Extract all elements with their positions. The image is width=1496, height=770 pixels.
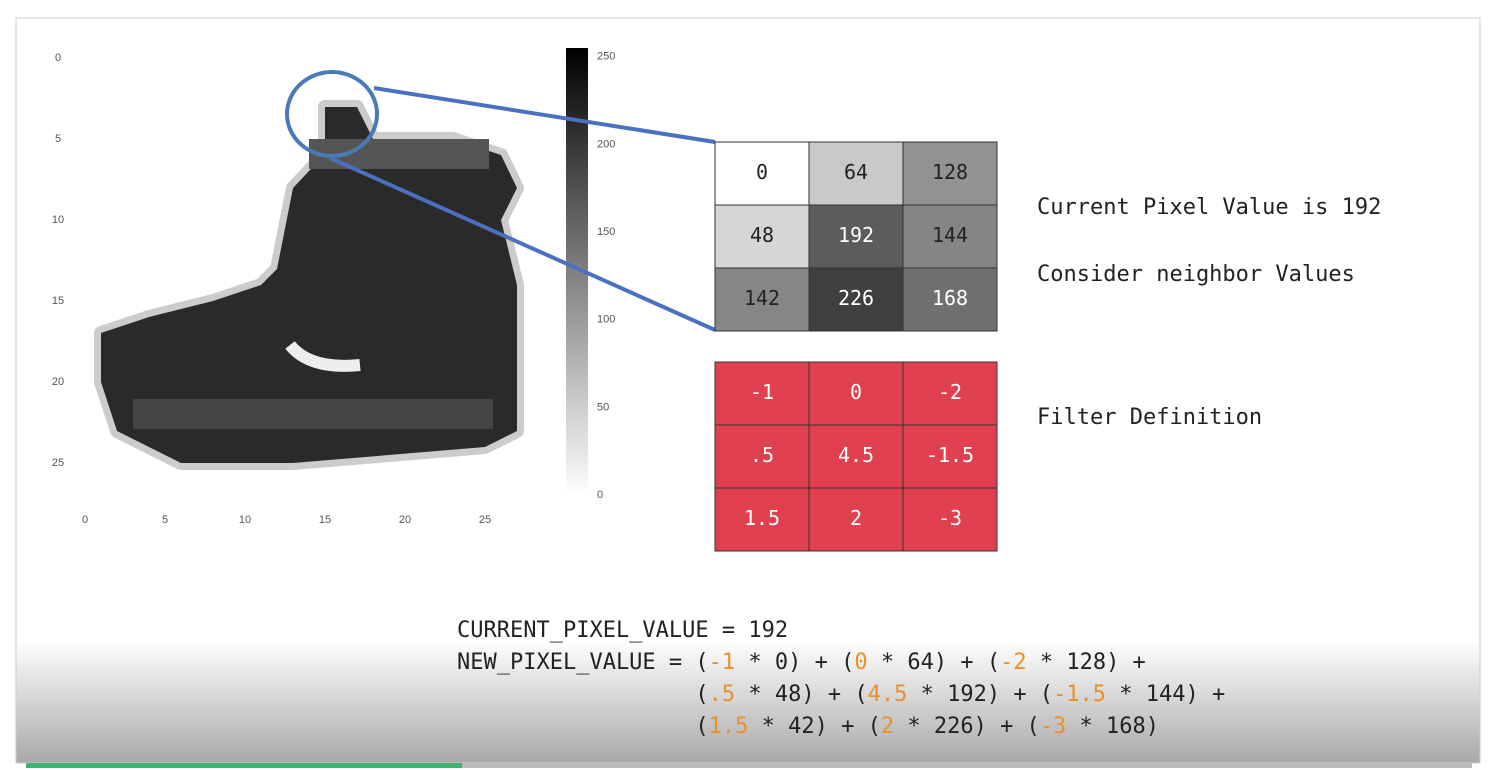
formula-text: CURRENT_PIXEL_VALUE = 192 [457,618,789,643]
y-tick-label: 0 [55,52,61,64]
filter-value: -1.5 [926,443,974,467]
formula-text: * 128) + [1026,650,1146,675]
neighbor-value: 0 [756,160,768,184]
progress-rest [462,763,1472,768]
coefficient: 4.5 [867,682,908,707]
formula-line: CURRENT_PIXEL_VALUE = 192 [457,615,1225,647]
neighbor-cell [808,267,904,332]
formula-text: * 42) + ( [748,714,881,739]
neighbor-value: 48 [750,223,774,247]
coefficient: 2 [880,714,895,739]
coefficient: 1.5 [708,714,749,739]
formula: CURRENT_PIXEL_VALUE = 192 NEW_PIXEL_VALUE… [457,615,1225,743]
filter-cell [714,487,810,552]
formula-text: ( [695,682,709,707]
y-tick-label: 15 [52,295,64,307]
filter-value: -2 [938,380,962,404]
filter-value: .5 [750,443,774,467]
formula-text: ( [695,714,709,739]
note: Consider neighbor Values [1037,262,1355,287]
x-tick-label: 20 [399,514,411,526]
x-tick-label: 15 [319,514,331,526]
neighbor-cell [902,267,998,332]
formula-line: (1.5 * 42) + (2 * 226) + (-3 * 168) [457,711,1225,743]
formula-line: NEW_PIXEL_VALUE = (-1 * 0) + (0 * 64) + … [457,647,1225,679]
neighbor-cell [902,204,998,269]
formula-text: NEW_PIXEL_VALUE = ( [457,650,709,675]
colorbar [566,48,588,495]
boot-sole [133,399,493,429]
neighbor-cell [808,141,904,206]
neighbor-value: 144 [932,223,968,247]
neighbor-cell [714,204,810,269]
zoom-line [329,156,716,332]
x-tick-label: 5 [162,514,168,526]
formula-text: * 48) + ( [735,682,868,707]
colorbar-tick-label: 50 [597,401,609,413]
filter-value: 0 [850,380,862,404]
formula-text: * 144) + [1106,682,1226,707]
neighbor-value: 64 [844,160,868,184]
filter-cell [808,487,904,552]
x-tick-label: 25 [479,514,491,526]
filter-cell [714,361,810,426]
filter-cell [902,424,998,489]
y-tick-label: 20 [52,376,64,388]
coefficient: -2 [1000,650,1027,675]
neighbor-cell [902,141,998,206]
neighbor-value: 168 [932,286,968,310]
progress-played [26,763,462,768]
coefficient: 0 [854,650,868,675]
boot-highlight [285,340,361,372]
y-tick-label: 5 [55,133,61,145]
formula-line: (.5 * 48) + (4.5 * 192) + (-1.5 * 144) + [457,679,1225,711]
formula-text: * 168) [1066,714,1160,739]
neighbor-value: 128 [932,160,968,184]
x-tick-label: 0 [82,514,88,526]
x-tick-label: 10 [239,514,251,526]
colorbar-tick-label: 0 [597,489,603,501]
coefficient: -1.5 [1053,682,1107,707]
note: Current Pixel Value is 192 [1037,195,1381,220]
formula-text: * 226) + ( [894,714,1040,739]
boot-image [94,100,524,470]
colorbar-tick-label: 150 [597,226,615,238]
neighbor-cell [714,141,810,206]
colorbar-tick-label: 200 [597,138,615,150]
colorbar-tick-label: 100 [597,314,615,326]
neighbor-value: 142 [744,286,780,310]
filter-label: Filter Definition [1037,405,1262,430]
filter-cell [902,487,998,552]
neighbor-value: 226 [838,286,874,310]
neighbor-value: 192 [838,223,874,247]
formula-text: * 192) + ( [907,682,1054,707]
neighbor-cell [714,267,810,332]
neighbor-cell [808,204,904,269]
filter-value: 1.5 [744,506,780,530]
formula-text: * 64) + ( [867,650,1001,675]
bottom-gradient [16,640,1480,763]
filter-value: 2 [850,506,862,530]
coefficient: -3 [1039,714,1067,739]
filter-value: -3 [938,506,962,530]
colorbar-tick-label: 250 [597,51,615,63]
filter-cell [714,424,810,489]
y-tick-label: 10 [52,214,64,226]
coefficient: .5 [708,682,736,707]
filter-value: 4.5 [838,443,874,467]
filter-cell [808,424,904,489]
filter-value: -1 [750,380,774,404]
zoom-line [373,86,716,144]
coefficient: -1 [708,650,736,675]
filter-cell [902,361,998,426]
focus-circle [285,70,379,158]
formula-text: * 0) + ( [735,650,855,675]
y-tick-label: 25 [52,457,64,469]
